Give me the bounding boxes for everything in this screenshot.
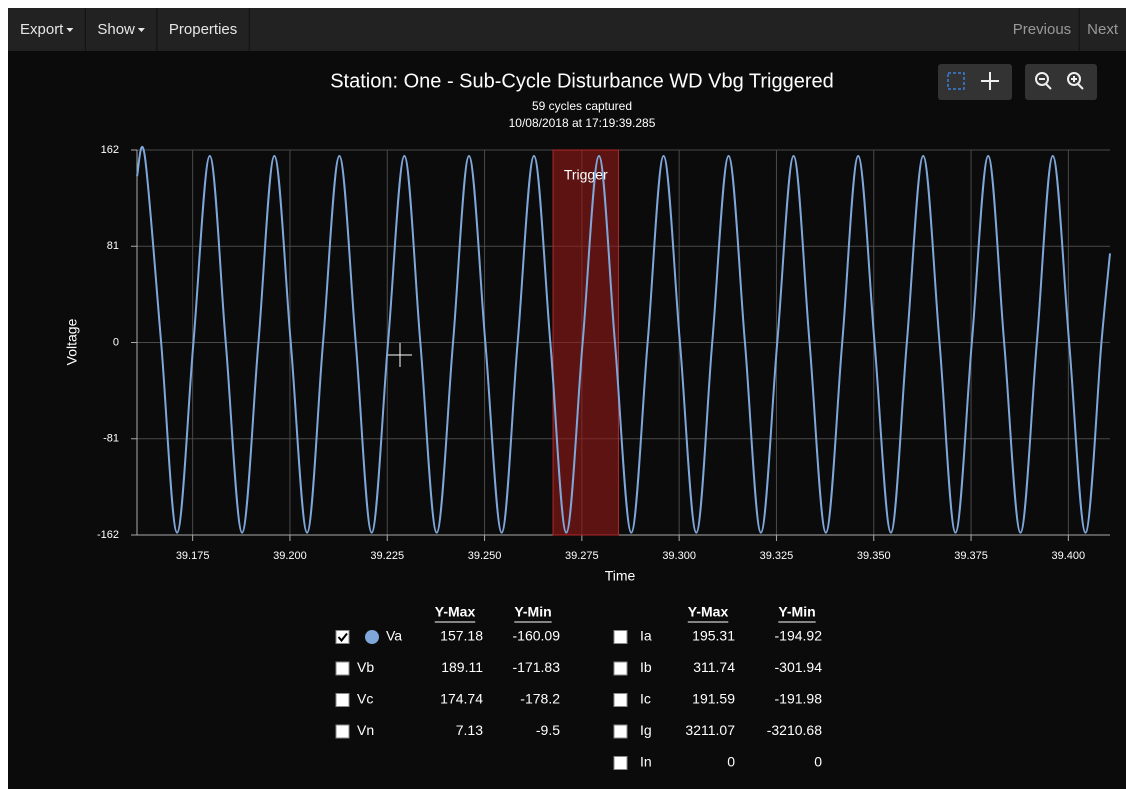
x-tick-label: 39.175 [176, 550, 210, 562]
y-axis-label: Voltage [64, 318, 80, 365]
toolbar-button[interactable]: Next [1087, 21, 1119, 38]
legend-name: Ib [640, 659, 652, 675]
legend-name: Vc [357, 691, 373, 707]
select-tool[interactable] [947, 72, 965, 90]
dropdown-caret [66, 28, 74, 32]
checkbox[interactable] [613, 756, 628, 770]
x-tick-label: 39.325 [760, 550, 794, 562]
x-tick-label: 39.200 [273, 550, 307, 562]
legend-ymax: 174.74 [440, 691, 483, 707]
toolbar [8, 8, 1126, 51]
series-dot [365, 630, 379, 644]
checkmark [337, 632, 348, 643]
checkbox[interactable] [613, 693, 628, 707]
y-tick-label: 0 [113, 336, 119, 348]
pan-tool[interactable] [981, 72, 999, 90]
legend-header: Y-Max [688, 604, 729, 620]
legend-header: Y-Min [514, 604, 551, 620]
toolbar-button[interactable]: Previous [1013, 21, 1071, 38]
trigger-label: Trigger [564, 167, 608, 183]
checkbox[interactable] [613, 630, 628, 644]
trigger-band [552, 149, 619, 536]
legend-name: Ia [640, 628, 652, 644]
x-tick-label: 39.350 [857, 550, 891, 562]
legend-ymin: 0 [814, 754, 822, 770]
cursor [388, 343, 412, 367]
toolbar-button[interactable]: Export [20, 21, 64, 38]
legend-ymax: 0 [727, 754, 735, 770]
legend-ymin: -194.92 [775, 628, 823, 644]
x-tick-label: 39.375 [954, 550, 988, 562]
legend-name: Va [386, 628, 402, 644]
checkbox[interactable] [335, 661, 350, 676]
y-tick-label: -81 [103, 433, 119, 445]
checkbox[interactable] [613, 661, 628, 676]
legend-name: Vb [357, 659, 374, 675]
legend-header: Y-Max [435, 604, 476, 620]
checkbox[interactable] [335, 724, 350, 739]
legend-ymax: 191.59 [692, 691, 735, 707]
x-tick-label: 39.250 [468, 550, 502, 562]
y-tick-label: 162 [101, 144, 119, 156]
legend-name: Ig [640, 722, 652, 738]
legend-name: In [640, 754, 652, 770]
legend-ymax: 195.31 [692, 628, 735, 644]
toolbar-button[interactable]: Properties [169, 21, 237, 38]
chart-subtitle: 10/08/2018 at 17:19:39.285 [509, 116, 656, 130]
x-axis-label: Time [605, 568, 636, 584]
zoom-in[interactable] [1067, 72, 1084, 90]
checkbox[interactable] [613, 724, 628, 739]
legend-ymax: 157.18 [440, 628, 483, 644]
legend-ymin: -178.2 [520, 691, 560, 707]
legend-name: Vn [357, 722, 374, 738]
legend-ymax: 7.13 [456, 722, 483, 738]
legend-ymin: -3210.68 [767, 722, 822, 738]
checkbox[interactable] [335, 630, 350, 644]
legend-ymin: -301.94 [775, 659, 823, 675]
zoom-out[interactable] [1035, 72, 1052, 90]
chart-tools [938, 64, 1097, 100]
series-line [136, 145, 1111, 534]
legend-header: Y-Min [778, 604, 815, 620]
legend-ymin: -9.5 [536, 722, 560, 738]
legend-ymax: 189.11 [441, 659, 483, 675]
legend-ymin: -171.83 [513, 659, 561, 675]
tool-group [938, 64, 1012, 100]
legend-ymin: -160.09 [513, 628, 561, 644]
legend-ymax: 311.74 [693, 659, 735, 675]
x-tick-label: 39.275 [565, 550, 599, 562]
legend-ymin: -191.98 [775, 691, 823, 707]
chart-title: Station: One - Sub-Cycle Disturbance WD … [330, 70, 834, 92]
y-tick-label: 81 [107, 240, 119, 252]
x-tick-label: 39.225 [370, 550, 404, 562]
x-tick-label: 39.300 [662, 550, 696, 562]
dropdown-caret [137, 28, 145, 32]
chart-subtitle: 59 cycles captured [532, 99, 632, 113]
toolbar-button[interactable]: Show [97, 21, 135, 38]
legend-ymax: 3211.07 [685, 722, 735, 738]
legend-name: Ic [640, 691, 651, 707]
x-tick-label: 39.400 [1052, 550, 1086, 562]
y-tick-label: -162 [97, 529, 119, 541]
checkbox[interactable] [335, 693, 350, 707]
